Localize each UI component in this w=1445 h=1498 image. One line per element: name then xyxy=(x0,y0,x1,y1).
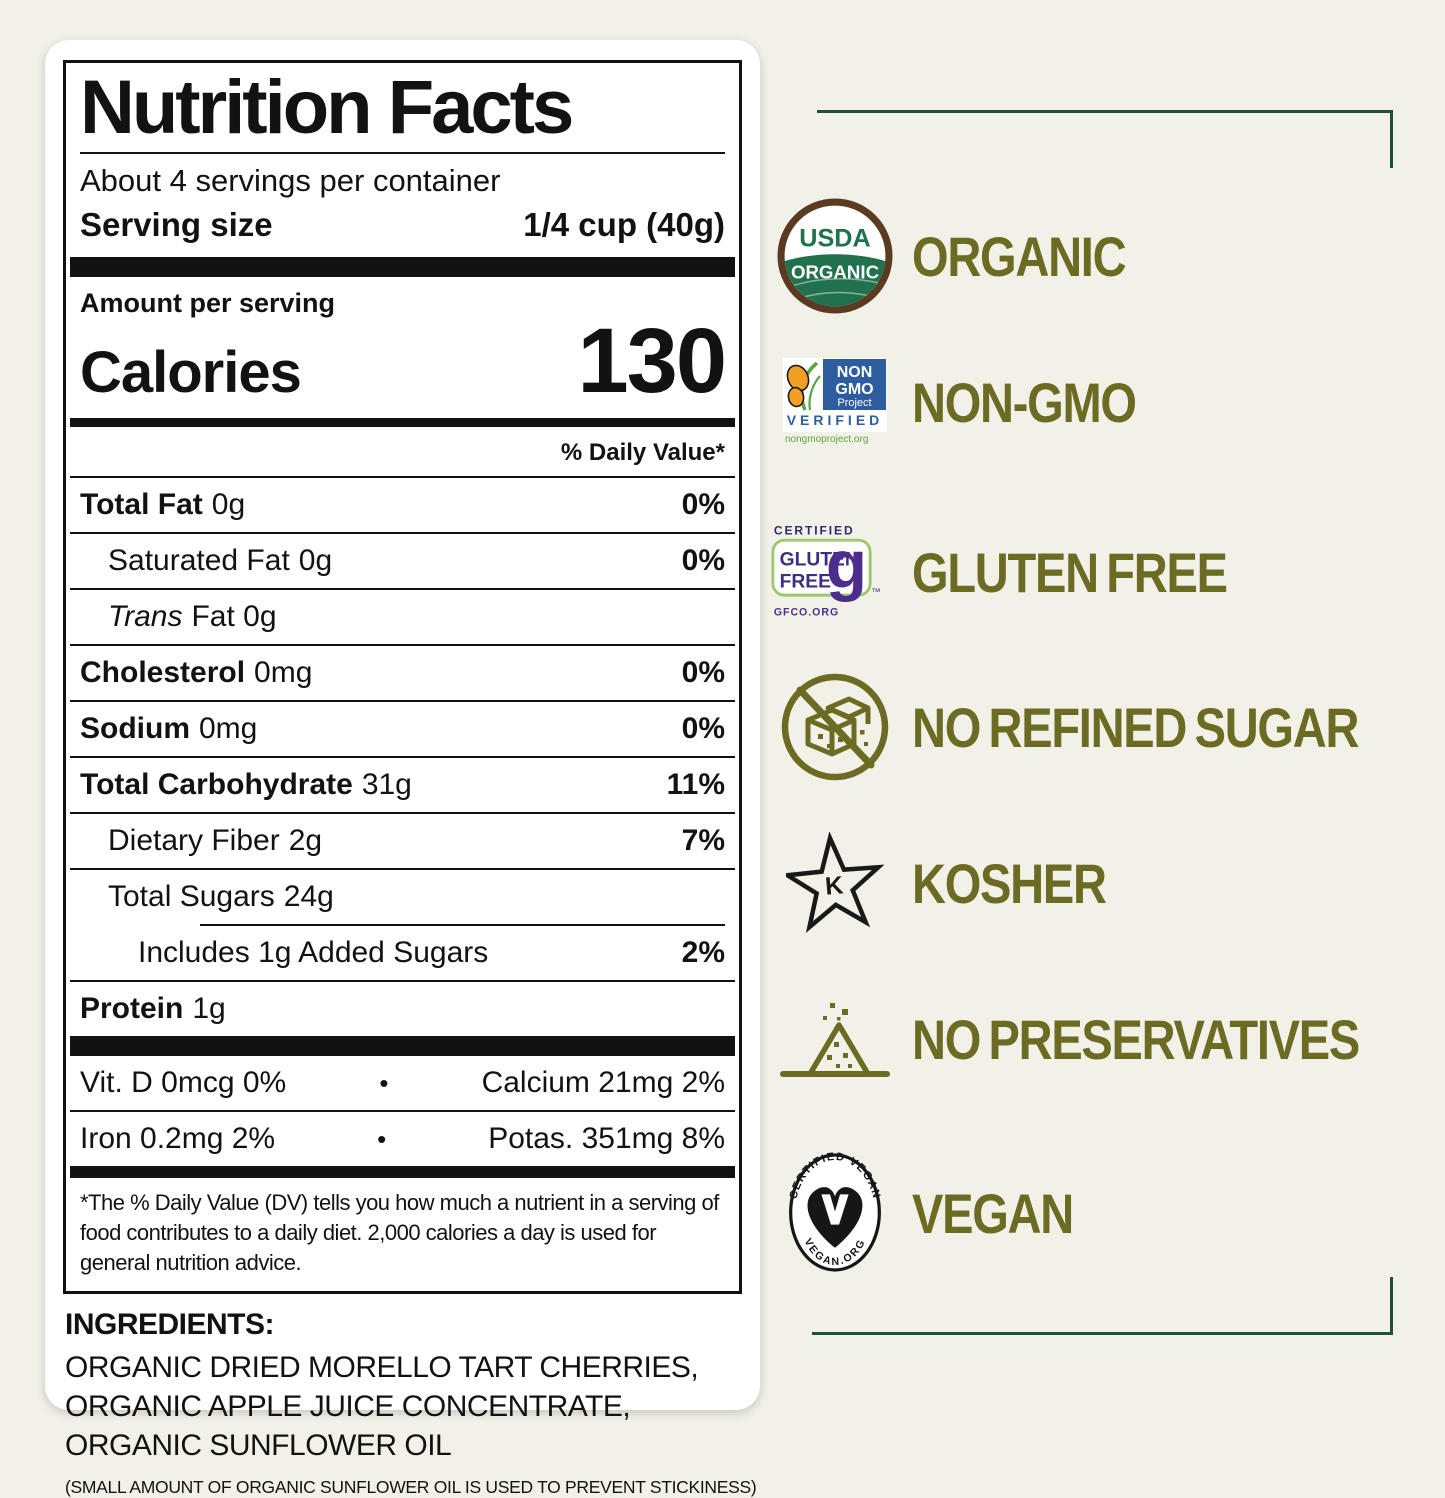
certified-vegan-icon: CERTIFIED VEGAN VEGAN.ORG xyxy=(770,1150,900,1276)
divider xyxy=(70,587,735,590)
nutrient-row-total-sugars: Total Sugars 24g xyxy=(108,879,334,913)
usda-seal-bottom-text: ORGANIC xyxy=(791,262,879,283)
thick-bar xyxy=(70,256,735,277)
nutrient-row-protein: Protein 1g xyxy=(80,991,226,1025)
ingredients-title: INGREDIENTS: xyxy=(65,1307,275,1341)
nutrition-facts-box: Nutrition Facts About 4 servings per con… xyxy=(63,60,742,1294)
divider xyxy=(70,811,735,814)
medium-bar xyxy=(70,417,735,427)
servings-per-container: About 4 servings per container xyxy=(80,162,501,198)
micronutrient-row-2: Iron 0.2mg 2% • Potas. 351mg 8% xyxy=(80,1121,725,1155)
non-gmo-url: nongmoproject.org xyxy=(785,434,868,445)
badge-vegan: CERTIFIED VEGAN VEGAN.ORG VEGAN xyxy=(770,1150,1104,1276)
divider xyxy=(70,755,735,758)
badge-label: KOSHER xyxy=(912,851,1107,915)
gfco-url: GFCO.ORG xyxy=(774,606,839,618)
serving-size-row: Serving size 1/4 cup (40g) xyxy=(80,201,725,257)
serving-size-value: 1/4 cup (40g) xyxy=(523,205,725,243)
gfco-g-glyph: g xyxy=(826,527,867,602)
badge-label: NO PRESERVATIVES xyxy=(912,1007,1360,1071)
divider xyxy=(70,1109,735,1112)
bullet: • xyxy=(379,1067,389,1098)
badge-non-gmo: NON GMO Project VERIFIED nongmoproject.o… xyxy=(770,358,1178,446)
nutrient-row-sodium: Sodium 0mg 0% xyxy=(80,711,725,745)
trademark-symbol: ™ xyxy=(871,587,881,598)
nutrient-row-total-carbohydrate: Total Carbohydrate 31g 11% xyxy=(80,767,725,801)
ingredients-line: ORGANIC APPLE JUICE CONCENTRATE, xyxy=(65,1389,631,1423)
kosher-star-k-icon: K xyxy=(770,832,900,934)
kosher-k-letter: K xyxy=(824,871,844,900)
serving-size-label: Serving size xyxy=(80,205,273,243)
calories-label: Calories xyxy=(80,339,302,405)
nutrient-row-dietary-fiber: Dietary Fiber 2g 7% xyxy=(108,823,725,857)
nutrient-row-total-fat: Total Fat 0g 0% xyxy=(80,487,725,521)
decorative-corner-top-right xyxy=(817,110,1393,168)
nutrition-facts-title: Nutrition Facts xyxy=(80,65,574,150)
badge-label: NO REFINED SUGAR xyxy=(912,696,1359,759)
daily-value-footnote: *The % Daily Value (DV) tells you how mu… xyxy=(80,1189,719,1276)
badge-no-preservatives: NO PRESERVATIVES xyxy=(770,998,1444,1080)
svg-text:Project: Project xyxy=(837,397,871,409)
butterfly-on-grass xyxy=(786,361,821,411)
usda-seal-top-text: USDA xyxy=(799,224,870,252)
certified-gluten-free-icon: CERTIFIED GLUTEN FREE g ™ GFCO.ORG xyxy=(770,520,900,625)
badge-no-refined-sugar: NO REFINED SUGAR xyxy=(770,670,1443,785)
ingredients-line: ORGANIC DRIED MORELLO TART CHERRIES, xyxy=(65,1350,699,1384)
divider xyxy=(70,867,735,870)
badge-label: NON-GMO xyxy=(912,370,1137,434)
nutrient-row-added-sugars: Includes 1g Added Sugars 2% xyxy=(138,935,725,969)
divider xyxy=(70,979,735,982)
no-refined-sugar-icon xyxy=(770,670,900,785)
thick-bar xyxy=(70,1035,735,1056)
amount-per-serving: Amount per serving xyxy=(80,287,336,318)
svg-text:GLUTEN: GLUTEN xyxy=(780,549,859,570)
decorative-corner-bottom-right xyxy=(812,1277,1393,1335)
daily-value-header: % Daily Value* xyxy=(560,438,725,466)
bullet: • xyxy=(377,1123,387,1154)
micronutrient-row-1: Vit. D 0mcg 0% • Calcium 21mg 2% xyxy=(80,1065,725,1099)
svg-text:NON: NON xyxy=(837,364,873,381)
divider xyxy=(70,699,735,702)
calories-value: 130 xyxy=(577,309,727,412)
svg-text:GMO: GMO xyxy=(835,381,873,398)
badge-label: GLUTEN FREE xyxy=(912,541,1228,604)
nutrient-row-saturated-fat: Saturated Fat 0g 0% xyxy=(108,543,725,577)
verified-text: VERIFIED xyxy=(787,412,884,428)
badge-label: VEGAN xyxy=(912,1181,1074,1245)
svg-text:CERTIFIED: CERTIFIED xyxy=(774,523,855,537)
divider xyxy=(70,643,735,646)
medium-bar xyxy=(70,1165,735,1178)
badge-label: ORGANIC xyxy=(912,224,1127,288)
no-preservatives-icon xyxy=(770,998,900,1080)
non-gmo-project-verified-icon: NON GMO Project VERIFIED nongmoproject.o… xyxy=(770,358,900,446)
badge-kosher: K KOSHER xyxy=(770,832,1143,934)
gluten-free-box xyxy=(771,538,872,597)
divider xyxy=(80,151,725,154)
badge-organic: USDA ORGANIC ORGANIC xyxy=(770,198,1166,314)
product-info-image: { "colors": { "background": "#f2f1e8", "… xyxy=(45,40,1444,1497)
divider xyxy=(70,531,735,534)
nutrient-row-trans-fat: Trans Fat 0g xyxy=(108,599,277,633)
non-gmo-blue-box xyxy=(823,359,886,410)
ingredients-line: ORGANIC SUNFLOWER OIL xyxy=(65,1428,452,1462)
badge-gluten-free: CERTIFIED GLUTEN FREE g ™ GFCO.ORG GLUTE… xyxy=(770,520,1287,625)
calories-row: Calories 130 xyxy=(80,309,727,418)
ingredients-note: (SMALL AMOUNT OF ORGANIC SUNFLOWER OIL I… xyxy=(65,1476,757,1497)
ingredients-section: INGREDIENTS: ORGANIC DRIED MORELLO TART … xyxy=(63,1294,757,1498)
usda-organic-seal-icon: USDA ORGANIC xyxy=(770,198,900,314)
nutrition-label-card: Nutrition Facts About 4 servings per con… xyxy=(45,40,760,1497)
divider xyxy=(70,475,735,478)
divider-inset xyxy=(200,923,725,926)
svg-text:FREE: FREE xyxy=(780,571,832,592)
vegan-v-letter xyxy=(821,1194,849,1225)
nutrient-row-cholesterol: Cholesterol 0mg 0% xyxy=(80,655,725,689)
